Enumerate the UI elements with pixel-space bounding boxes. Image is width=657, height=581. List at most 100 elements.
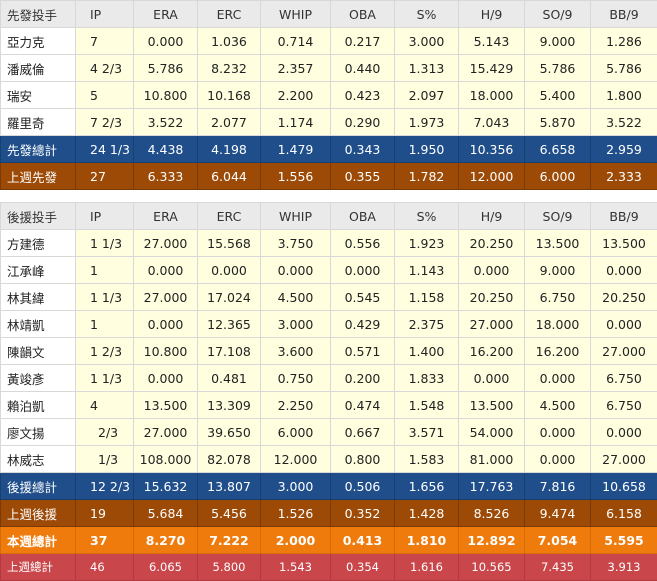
stat-cell: 0.354 [331,554,395,581]
row-label: 先發投手 [1,1,76,28]
stat-cell: 6.750 [591,365,657,392]
stat-cell: 3.000 [261,311,331,338]
row-label: 林威志 [1,446,76,473]
stat-cell: 19 [76,500,134,527]
stat-cell: 3.600 [261,338,331,365]
stat-cell: 7.043 [459,109,525,136]
stat-cell: 13.807 [198,473,261,500]
stat-cell: 9.000 [525,28,591,55]
stat-cell: 0.355 [331,163,395,190]
stat-cell: 18.000 [459,82,525,109]
stat-cell: 1 1/3 [76,284,134,311]
stat-cell: 0.217 [331,28,395,55]
stat-cell: 4 2/3 [76,55,134,82]
stat-cell: 0.000 [198,257,261,284]
stat-cell: WHIP [261,1,331,28]
row-label: 上週後援 [1,500,76,527]
stat-cell: 0.000 [525,446,591,473]
stat-cell: 1.158 [395,284,459,311]
stat-cell: 6.750 [525,284,591,311]
stat-cell: 15.429 [459,55,525,82]
stat-cell: 20.250 [459,284,525,311]
stat-cell: 27.000 [459,311,525,338]
stat-cell: 0.000 [591,257,657,284]
stat-cell: 6.158 [591,500,657,527]
stat-cell: 2.077 [198,109,261,136]
stat-cell: 1.526 [261,500,331,527]
stat-cell: 0.000 [459,365,525,392]
stat-cell: 6.333 [134,163,198,190]
stat-cell: 6.658 [525,136,591,163]
stat-cell: 27.000 [134,284,198,311]
stat-cell: 0.750 [261,365,331,392]
stat-cell: 3.522 [591,109,657,136]
stat-cell: 10.800 [134,338,198,365]
stat-cell: 20.250 [459,230,525,257]
stat-cell: 1.428 [395,500,459,527]
stat-cell: 12.000 [459,163,525,190]
stat-cell: 1.656 [395,473,459,500]
stat-cell: 5 [76,82,134,109]
stat-cell: 0.000 [591,311,657,338]
stat-cell: 1.950 [395,136,459,163]
stat-cell: 1.973 [395,109,459,136]
stat-cell: 0.000 [134,257,198,284]
stat-cell: 0.440 [331,55,395,82]
stat-cell: 46 [76,554,134,581]
row-label: 廖文揚 [1,419,76,446]
stat-cell: 9.474 [525,500,591,527]
stat-cell: S% [395,1,459,28]
stat-cell: 15.632 [134,473,198,500]
stat-cell: 37 [76,527,134,554]
stat-cell: 8.232 [198,55,261,82]
stat-cell: 0.474 [331,392,395,419]
stat-cell: 17.108 [198,338,261,365]
stat-cell: 0.556 [331,230,395,257]
stat-cell: 5.595 [591,527,657,554]
stat-cell: 0.423 [331,82,395,109]
stat-cell: 2.959 [591,136,657,163]
stat-cell: 0.667 [331,419,395,446]
stat-cell: 1.543 [261,554,331,581]
stat-cell: 13.309 [198,392,261,419]
stat-cell: 0.000 [591,419,657,446]
stat-cell: 2.250 [261,392,331,419]
row-label: 上週總計 [1,554,76,581]
stat-cell: 3.571 [395,419,459,446]
stat-cell: 13.500 [591,230,657,257]
stat-cell: 0.545 [331,284,395,311]
stat-cell: 5.456 [198,500,261,527]
row-label: 林靖凱 [1,311,76,338]
stat-cell: 0.800 [331,446,395,473]
stat-cell: 0.000 [525,419,591,446]
stat-cell: 1.782 [395,163,459,190]
stat-cell: 1 [76,257,134,284]
stat-cell: 5.400 [525,82,591,109]
stat-cell: 7 [76,28,134,55]
stat-cell: 0.413 [331,527,395,554]
row-label: 亞力克 [1,28,76,55]
stat-cell: 0.000 [134,28,198,55]
stat-cell: 7.816 [525,473,591,500]
stat-cell: 10.565 [459,554,525,581]
stat-cell: ERC [198,203,261,230]
stat-cell: 6.000 [525,163,591,190]
stat-cell: IP [76,1,134,28]
stat-cell: 2.097 [395,82,459,109]
stat-cell: 12.000 [261,446,331,473]
stat-cell: 54.000 [459,419,525,446]
stat-cell: 3.000 [395,28,459,55]
